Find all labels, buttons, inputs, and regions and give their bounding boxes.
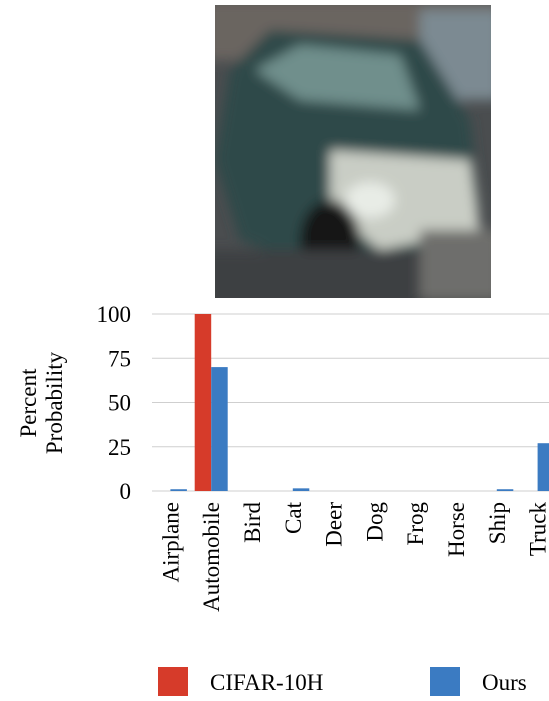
legend-swatch	[430, 667, 460, 697]
bar	[170, 489, 187, 491]
y-tick-label: 25	[108, 435, 131, 460]
y-tick-label: 50	[108, 391, 131, 416]
legend-label: CIFAR-10H	[210, 670, 323, 695]
y-axis-label: Probability	[42, 351, 67, 454]
x-tick-label: Ship	[485, 502, 510, 544]
bar	[537, 443, 549, 491]
y-tick-label: 75	[108, 346, 131, 371]
x-tick-label: Frog	[403, 502, 428, 546]
x-tick-label: Truck	[526, 502, 549, 557]
y-tick-label: 100	[97, 302, 132, 327]
x-tick-label: Automobile	[199, 502, 224, 612]
y-axis-label: Percent	[16, 368, 41, 438]
legend-label: Ours	[482, 670, 527, 695]
x-tick-label: Cat	[281, 501, 306, 534]
y-tick-label: 0	[120, 479, 132, 504]
photo	[215, 5, 491, 298]
x-tick-label: Bird	[240, 502, 265, 543]
x-tick-label: Airplane	[158, 502, 183, 582]
bar	[211, 367, 228, 491]
x-tick-label: Deer	[322, 502, 347, 547]
bar	[194, 314, 212, 491]
bar	[292, 488, 310, 491]
bar	[496, 489, 514, 491]
x-tick-label: Horse	[444, 502, 469, 557]
legend-swatch	[158, 667, 188, 697]
x-tick-label: Dog	[362, 502, 387, 542]
